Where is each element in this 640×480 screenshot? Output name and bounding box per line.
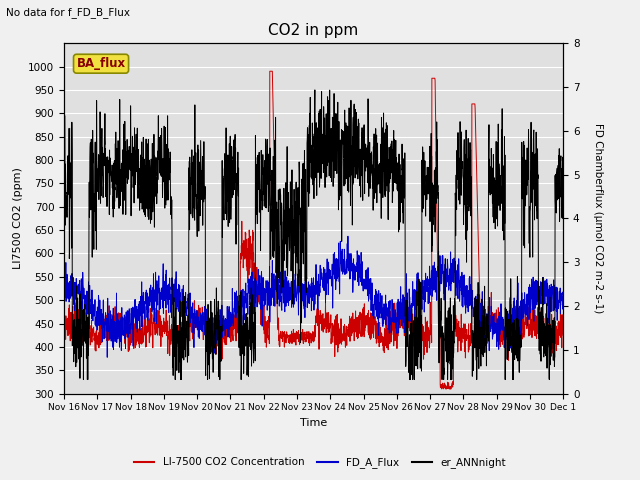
Title: CO2 in ppm: CO2 in ppm (268, 23, 359, 38)
Text: No data for f_FD_B_Flux: No data for f_FD_B_Flux (6, 7, 131, 18)
Y-axis label: LI7500 CO2 (ppm): LI7500 CO2 (ppm) (13, 168, 22, 269)
Legend: LI-7500 CO2 Concentration, FD_A_Flux, er_ANNnight: LI-7500 CO2 Concentration, FD_A_Flux, er… (129, 453, 511, 472)
Y-axis label: FD Chamberflux (μmol CO2 m-2 s-1): FD Chamberflux (μmol CO2 m-2 s-1) (593, 123, 604, 313)
X-axis label: Time: Time (300, 418, 327, 428)
Text: BA_flux: BA_flux (77, 57, 125, 70)
